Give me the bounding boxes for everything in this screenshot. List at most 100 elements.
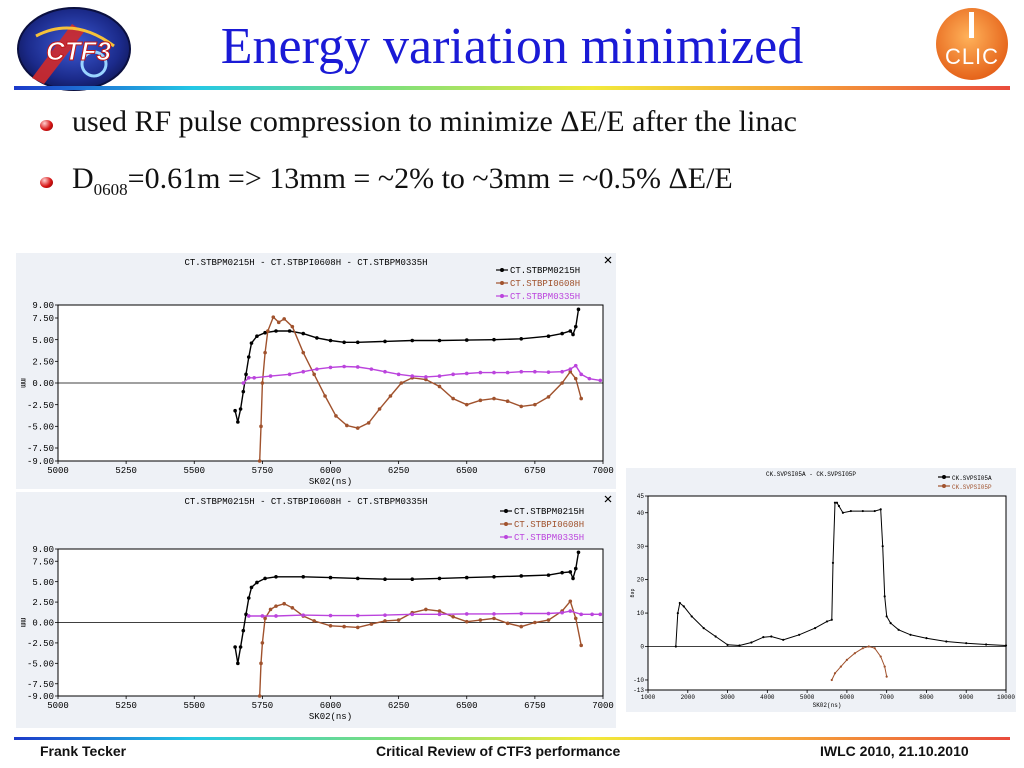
data-point (492, 612, 496, 616)
x-tick-label: 10000 (997, 694, 1015, 701)
chart-3: CK.SVPSI05A - CK.SVPSI05P 45 40 30 20 10 0 -10 -… (626, 468, 1016, 712)
y-tick-label: 9.00 (32, 301, 54, 311)
data-point (263, 616, 267, 621)
data-point (328, 338, 333, 343)
close-icon[interactable] (604, 495, 612, 503)
data-point (885, 615, 888, 618)
data-point (579, 372, 583, 377)
series-1 (233, 550, 581, 666)
data-point (770, 635, 773, 638)
data-point (839, 665, 843, 668)
data-point (830, 618, 833, 621)
data-point (236, 420, 240, 424)
data-point (241, 389, 246, 394)
footer-divider (14, 737, 1010, 740)
data-point (244, 372, 248, 377)
data-point (909, 633, 912, 636)
data-point (1004, 644, 1008, 647)
data-point (464, 619, 469, 624)
data-point (255, 334, 259, 338)
data-point (464, 575, 469, 580)
data-point (825, 620, 829, 623)
data-point (369, 622, 374, 626)
x-tick-label: 3000 (720, 694, 735, 701)
data-point (249, 585, 254, 590)
data-point (268, 374, 273, 378)
legend-marker (500, 294, 504, 298)
data-point (568, 570, 573, 574)
data-point (738, 644, 741, 647)
y-tick-label: -2.50 (27, 639, 54, 649)
data-point (301, 613, 306, 617)
x-tick-label: 6000 (840, 694, 855, 701)
y-tick-label: -9.00 (27, 457, 54, 467)
data-point (873, 647, 876, 650)
data-point (260, 614, 265, 618)
data-point (573, 616, 578, 621)
bullet-dot-icon (40, 177, 53, 188)
data-point (328, 365, 333, 370)
data-point (410, 374, 415, 378)
data-point (798, 633, 801, 636)
data-point (873, 509, 876, 513)
data-point (274, 614, 278, 618)
data-point (835, 501, 839, 504)
data-point (252, 376, 256, 380)
data-point (533, 402, 537, 407)
series-1 (674, 501, 1008, 648)
close-icon[interactable] (604, 256, 612, 264)
data-point (867, 645, 870, 648)
data-point (568, 367, 573, 371)
data-point (396, 618, 401, 622)
y-tick-label: -13 (633, 687, 644, 694)
data-point (576, 307, 581, 312)
data-point (726, 643, 729, 646)
data-point (587, 376, 592, 381)
bullet-2-pre: D (72, 162, 94, 195)
data-point (334, 414, 338, 418)
data-point (579, 396, 583, 401)
data-point (249, 341, 254, 345)
data-point (260, 641, 265, 645)
data-point (355, 365, 360, 369)
data-point (366, 421, 371, 425)
data-point (315, 367, 319, 371)
data-point (492, 396, 496, 401)
data-point (519, 611, 524, 616)
data-point (883, 595, 886, 598)
y-tick-label: 2.50 (32, 598, 54, 608)
x-tick-label: 5750 (252, 466, 274, 476)
y-tick-label: 30 (637, 543, 645, 550)
data-point (546, 611, 551, 616)
data-point (861, 509, 864, 513)
data-point (568, 369, 573, 374)
data-point (883, 665, 886, 668)
legend-marker (942, 475, 946, 479)
x-tick-label: 5500 (183, 701, 205, 711)
data-point (263, 350, 267, 355)
data-point (573, 324, 578, 329)
data-point (260, 381, 265, 385)
data-point (849, 509, 852, 513)
x-tick-label: 5000 (47, 466, 69, 476)
legend-label: CT.STBPM0215H (510, 266, 580, 276)
y-tick-label: -10 (633, 677, 644, 684)
y-tick-label: -9.00 (27, 692, 54, 702)
slide-title: Energy variation minimized (220, 18, 804, 75)
x-tick-label: 2000 (681, 694, 696, 701)
data-point (965, 642, 968, 645)
x-tick-label: 6750 (524, 701, 546, 711)
data-point (879, 655, 882, 658)
data-point (573, 363, 578, 368)
data-point (897, 628, 900, 631)
data-point (464, 612, 469, 616)
data-point (383, 339, 387, 344)
data-point (492, 337, 496, 342)
data-point (690, 615, 693, 618)
data-point (841, 511, 845, 514)
data-point (533, 369, 537, 374)
legend-marker (504, 522, 508, 526)
data-point (519, 369, 524, 374)
legend-label: CT.STBPI0608H (514, 520, 584, 530)
data-point (492, 574, 496, 579)
